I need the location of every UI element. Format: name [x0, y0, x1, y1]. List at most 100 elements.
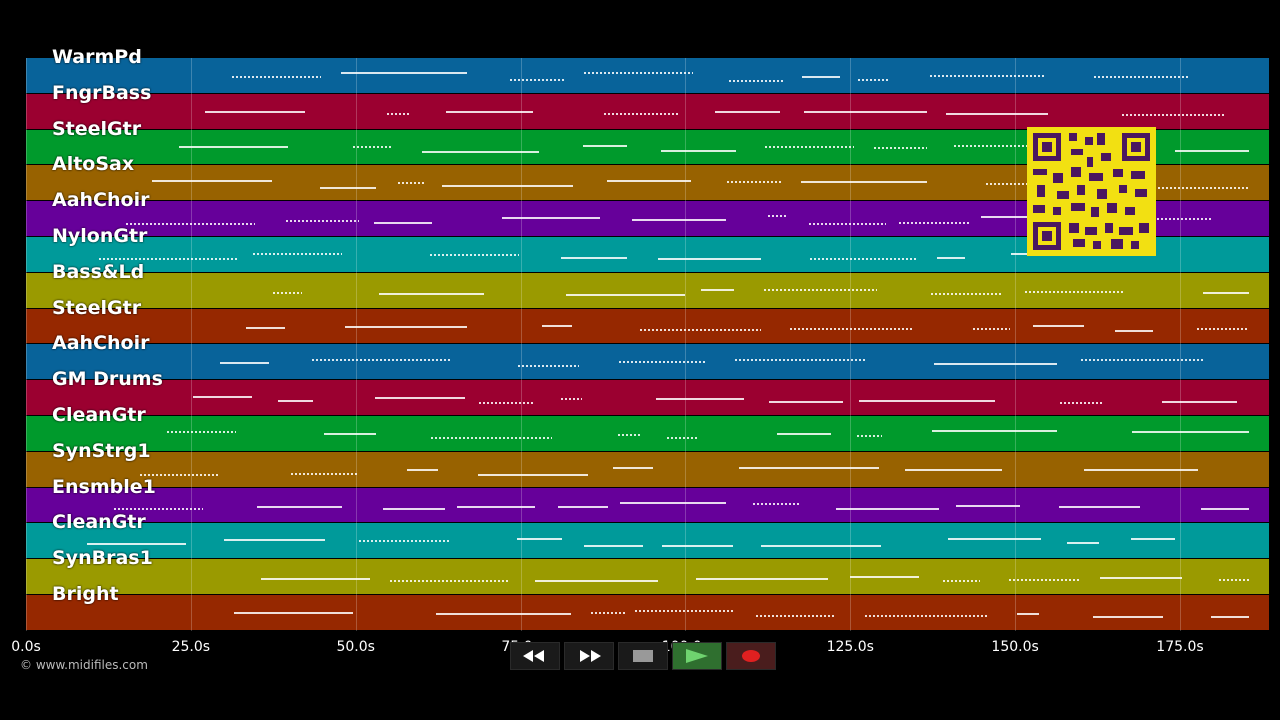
grid-line — [520, 58, 522, 631]
lane-separator — [26, 164, 1269, 166]
note — [655, 397, 745, 400]
note — [125, 222, 255, 225]
rewind-button[interactable] — [510, 642, 560, 670]
note — [904, 469, 1002, 472]
note — [516, 538, 562, 540]
note — [478, 401, 535, 404]
note — [695, 578, 829, 581]
note — [340, 72, 468, 75]
note — [765, 145, 854, 148]
note — [660, 149, 736, 152]
note — [763, 289, 877, 292]
note — [803, 110, 927, 113]
note — [1094, 76, 1189, 79]
track-label: AahChoir — [52, 189, 150, 212]
play-button[interactable] — [672, 642, 722, 670]
note — [802, 75, 840, 78]
note — [931, 430, 1057, 433]
note — [518, 365, 579, 368]
note — [954, 144, 1047, 147]
lane-separator — [26, 343, 1269, 345]
tick-label: 0.0s — [11, 639, 41, 655]
note — [1122, 114, 1225, 117]
play-icon — [686, 649, 708, 663]
note — [1008, 579, 1081, 582]
note — [166, 430, 236, 433]
note — [113, 508, 203, 511]
note — [618, 433, 642, 436]
note — [1219, 578, 1249, 581]
lane-separator — [26, 92, 1269, 94]
note — [558, 506, 609, 509]
note — [591, 611, 625, 614]
fast-forward-button[interactable] — [564, 642, 614, 670]
note — [606, 180, 691, 183]
stop-button[interactable] — [618, 642, 668, 670]
grid-line — [190, 58, 192, 631]
note — [1202, 291, 1249, 294]
note — [566, 293, 686, 296]
track-label: SteelGtr — [52, 117, 142, 140]
watermark: © www.midifiles.com — [20, 658, 148, 672]
note — [374, 222, 433, 225]
note — [387, 113, 410, 116]
note — [809, 258, 916, 261]
note — [1210, 616, 1249, 619]
note — [324, 432, 377, 435]
note — [1016, 613, 1040, 616]
note — [231, 76, 322, 79]
note — [1058, 505, 1141, 508]
note — [929, 75, 1044, 78]
note — [945, 113, 1048, 116]
note — [584, 72, 693, 75]
lane-separator — [26, 594, 1269, 596]
note — [421, 150, 540, 153]
note — [1060, 401, 1103, 404]
lane-separator — [26, 450, 1269, 452]
note — [850, 576, 919, 579]
note — [290, 473, 359, 476]
track-label: Ensmble1 — [52, 475, 156, 498]
note — [205, 110, 305, 113]
note — [619, 361, 708, 364]
note — [542, 325, 573, 328]
note — [193, 396, 253, 399]
note — [477, 473, 588, 476]
track-label: CleanGtr — [52, 404, 146, 426]
note — [87, 542, 187, 545]
note — [561, 397, 583, 400]
tick-label: 50.0s — [336, 639, 375, 655]
note — [252, 252, 342, 255]
note — [1092, 615, 1164, 618]
note — [374, 396, 466, 399]
note — [972, 327, 1010, 330]
note — [726, 180, 782, 183]
lane-separator — [26, 236, 1269, 238]
note — [246, 326, 286, 329]
note — [864, 614, 988, 617]
lane-separator — [26, 128, 1269, 130]
note — [223, 539, 325, 542]
note — [769, 401, 844, 404]
note — [152, 180, 272, 183]
note — [457, 505, 535, 508]
grid-line — [26, 58, 27, 631]
grid-line — [1015, 58, 1017, 631]
note — [398, 182, 426, 185]
note — [809, 223, 887, 226]
note — [584, 545, 644, 548]
note — [406, 468, 439, 471]
note — [1128, 217, 1212, 220]
note — [801, 181, 927, 184]
note — [382, 508, 445, 511]
note — [234, 612, 354, 615]
note — [1025, 291, 1125, 294]
lane-separator — [26, 379, 1269, 381]
note — [501, 216, 601, 219]
note — [948, 538, 1041, 541]
note — [1081, 359, 1204, 362]
note — [755, 614, 834, 617]
note — [430, 253, 519, 256]
record-button[interactable] — [726, 642, 776, 670]
note — [509, 78, 567, 81]
